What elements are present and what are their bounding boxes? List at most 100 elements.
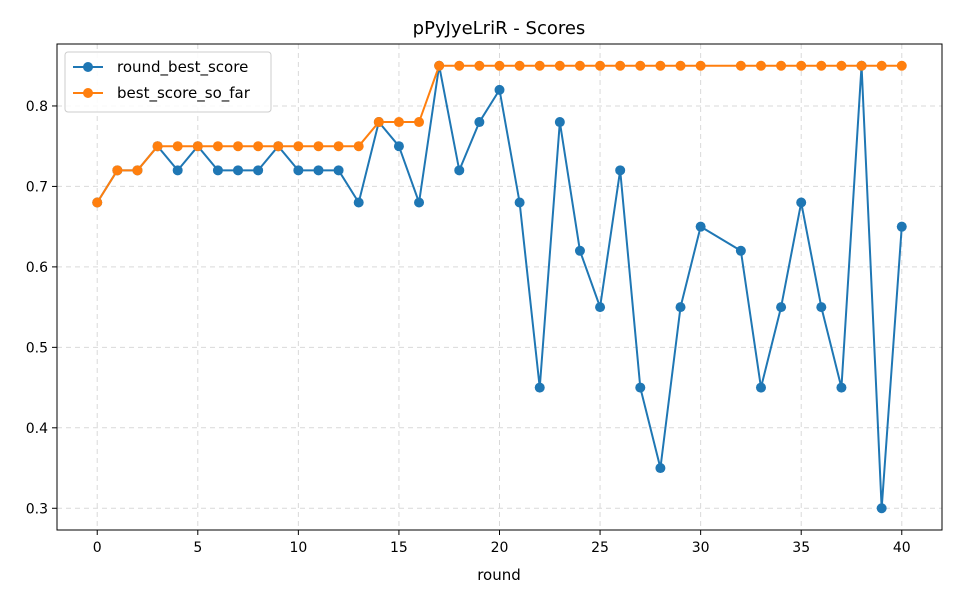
data-point xyxy=(353,141,364,152)
x-tick-label: 10 xyxy=(289,540,307,556)
tick-layer: 0 5 10 15 20 25 30 35 40 0.3 0.4 0.5 0.6 0.7 0.8 xyxy=(26,99,911,556)
data-point xyxy=(233,141,244,152)
data-point xyxy=(333,141,344,152)
data-point xyxy=(735,245,746,256)
data-point xyxy=(112,165,123,176)
y-tick-label: 0.4 xyxy=(26,421,48,437)
data-point xyxy=(293,141,304,152)
data-point xyxy=(474,60,485,71)
data-point xyxy=(755,60,766,71)
data-point xyxy=(635,60,646,71)
data-point xyxy=(655,463,666,474)
data-point xyxy=(313,141,324,152)
data-point xyxy=(776,302,787,313)
data-point xyxy=(534,60,545,71)
x-axis-label: round xyxy=(477,566,521,584)
data-point xyxy=(393,141,404,152)
data-point xyxy=(574,245,585,256)
data-point xyxy=(554,117,565,128)
data-point xyxy=(353,197,364,208)
y-tick-label: 0.6 xyxy=(26,260,48,276)
data-point xyxy=(876,60,887,71)
data-point xyxy=(92,197,103,208)
data-point xyxy=(554,60,565,71)
grid-layer xyxy=(57,44,942,530)
y-tick-label: 0.7 xyxy=(26,179,48,195)
data-point xyxy=(595,60,606,71)
data-point xyxy=(695,221,706,232)
data-point xyxy=(876,503,887,514)
data-point xyxy=(212,141,223,152)
data-point xyxy=(856,60,867,71)
x-tick-label: 0 xyxy=(93,540,102,556)
data-point xyxy=(615,60,626,71)
series-line xyxy=(96,64,902,204)
x-tick-label: 20 xyxy=(491,540,509,556)
series-best-score-so-far xyxy=(92,60,907,208)
data-point xyxy=(816,60,827,71)
data-point xyxy=(454,165,465,176)
data-point xyxy=(494,84,505,95)
data-point xyxy=(333,165,344,176)
data-point xyxy=(615,165,626,176)
y-tick-label: 0.3 xyxy=(26,501,48,517)
legend-item: round_best_score xyxy=(73,58,248,77)
x-tick-label: 15 xyxy=(390,540,408,556)
data-point xyxy=(816,302,827,313)
data-point xyxy=(735,60,746,71)
data-point xyxy=(836,60,847,71)
data-point xyxy=(514,197,525,208)
legend-item: best_score_so_far xyxy=(73,84,251,103)
y-tick-label: 0.5 xyxy=(26,340,48,356)
data-point xyxy=(393,117,404,128)
data-point xyxy=(494,60,505,71)
legend-label: round_best_score xyxy=(117,58,248,77)
data-point xyxy=(273,141,284,152)
data-point xyxy=(434,60,445,71)
x-tick-label: 5 xyxy=(193,540,202,556)
y-tick-label: 0.8 xyxy=(26,99,48,115)
data-point xyxy=(574,60,585,71)
legend-box xyxy=(64,51,272,113)
data-point xyxy=(896,221,907,232)
data-point xyxy=(253,141,264,152)
data-point xyxy=(595,302,606,313)
x-tick-label: 40 xyxy=(893,540,911,556)
data-point xyxy=(796,197,807,208)
x-tick-label: 35 xyxy=(792,540,810,556)
data-point xyxy=(212,165,223,176)
x-tick-label: 30 xyxy=(692,540,710,556)
data-point xyxy=(132,165,143,176)
data-point xyxy=(796,60,807,71)
data-point xyxy=(454,60,465,71)
data-point xyxy=(836,382,847,393)
data-point xyxy=(172,141,183,152)
data-point xyxy=(896,60,907,71)
data-point xyxy=(776,60,787,71)
data-point xyxy=(313,165,324,176)
chart-title: pPyJyeLriR - Scores xyxy=(413,18,586,39)
data-point xyxy=(675,302,686,313)
data-point xyxy=(655,60,666,71)
data-point xyxy=(695,60,706,71)
data-point xyxy=(293,165,304,176)
data-point xyxy=(675,60,686,71)
series-line xyxy=(96,64,903,510)
data-point xyxy=(373,117,384,128)
data-point xyxy=(152,141,163,152)
data-point xyxy=(635,382,646,393)
data-point xyxy=(514,60,525,71)
data-point xyxy=(233,165,244,176)
data-point xyxy=(414,117,425,128)
data-point xyxy=(414,197,425,208)
legend-label: best_score_so_far xyxy=(117,84,251,103)
legend: round_best_score best_score_so_far xyxy=(64,51,272,113)
data-point xyxy=(192,141,203,152)
data-point xyxy=(534,382,545,393)
x-tick-label: 25 xyxy=(591,540,609,556)
series-layer xyxy=(92,60,907,514)
data-point xyxy=(755,382,766,393)
data-point xyxy=(172,165,183,176)
legend-marker xyxy=(83,62,93,72)
data-point xyxy=(253,165,264,176)
